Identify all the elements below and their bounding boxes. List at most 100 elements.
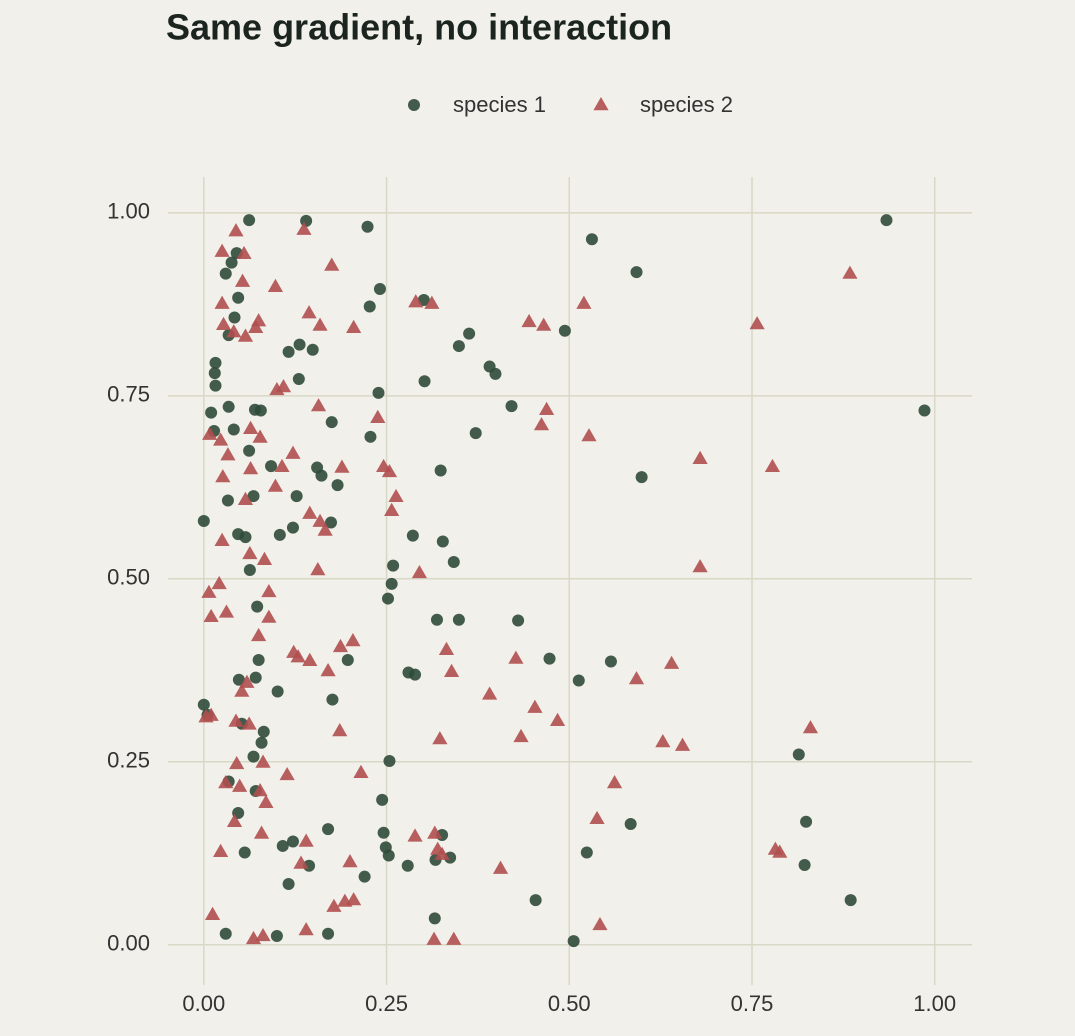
y-tick-label: 0.00 (107, 931, 150, 956)
point (302, 652, 318, 666)
point (492, 860, 509, 874)
point (382, 592, 395, 605)
point (243, 214, 256, 227)
y-tick-label: 0.25 (107, 748, 150, 773)
point (202, 426, 218, 440)
point (800, 815, 813, 828)
point (232, 673, 245, 686)
point (228, 223, 244, 237)
point (482, 686, 498, 700)
point (322, 927, 335, 940)
point (312, 513, 328, 527)
point (604, 655, 617, 668)
point (418, 375, 431, 388)
point (411, 564, 428, 579)
point (271, 685, 284, 698)
point (225, 256, 238, 269)
point (434, 846, 450, 860)
legend-marker (408, 99, 420, 111)
point (228, 311, 241, 324)
point (290, 649, 306, 663)
point (322, 823, 335, 836)
point (298, 833, 314, 847)
point (241, 716, 257, 730)
point (452, 340, 465, 353)
point (342, 854, 358, 868)
point (372, 386, 385, 399)
point (276, 839, 289, 852)
point (197, 698, 210, 711)
point (247, 750, 260, 763)
point (346, 319, 362, 333)
point (513, 728, 529, 743)
point (214, 295, 230, 309)
point (254, 404, 267, 417)
point (407, 828, 423, 842)
point (387, 559, 400, 572)
point (265, 460, 278, 473)
point (446, 931, 462, 945)
point (293, 338, 306, 351)
point (204, 906, 221, 920)
point (286, 835, 299, 848)
x-tick-label: 0.50 (548, 991, 591, 1016)
point (772, 844, 788, 858)
point (379, 841, 392, 854)
point (252, 654, 265, 667)
point (243, 444, 256, 457)
point (214, 243, 230, 257)
point (463, 327, 476, 340)
point (539, 401, 555, 415)
point (237, 328, 254, 342)
point (296, 221, 312, 235)
point (635, 471, 648, 484)
point (427, 825, 443, 839)
point (527, 699, 543, 713)
point (674, 737, 691, 751)
point (373, 282, 386, 295)
point (218, 775, 234, 789)
point (663, 655, 680, 669)
y-tick-label: 0.50 (107, 565, 150, 590)
point (692, 450, 708, 464)
point (842, 265, 858, 279)
point (239, 674, 255, 688)
point (320, 663, 336, 677)
point (434, 464, 447, 477)
point (239, 531, 252, 544)
point (792, 748, 805, 761)
point (489, 367, 502, 380)
point (220, 447, 236, 461)
chart-title: Same gradient, no interaction (166, 7, 672, 48)
point (267, 478, 284, 492)
point (221, 494, 234, 507)
point (229, 755, 245, 770)
point (580, 846, 593, 859)
point (558, 324, 571, 337)
point (213, 432, 229, 446)
point (203, 707, 219, 721)
point (326, 898, 342, 912)
point (201, 584, 217, 598)
point (324, 516, 337, 529)
point (521, 313, 537, 328)
point (209, 356, 222, 369)
point (317, 522, 333, 536)
point (286, 521, 299, 534)
point (251, 627, 267, 642)
point (436, 535, 449, 548)
point (214, 532, 230, 546)
x-tick-label: 0.75 (731, 991, 774, 1016)
point (242, 461, 259, 475)
point (692, 559, 708, 573)
point (300, 214, 313, 227)
point (236, 245, 252, 260)
point (208, 367, 221, 380)
point (655, 734, 671, 748)
point (529, 894, 542, 907)
point (452, 613, 465, 626)
point (261, 583, 277, 598)
point (242, 545, 258, 560)
point (567, 935, 580, 948)
point (226, 324, 242, 338)
